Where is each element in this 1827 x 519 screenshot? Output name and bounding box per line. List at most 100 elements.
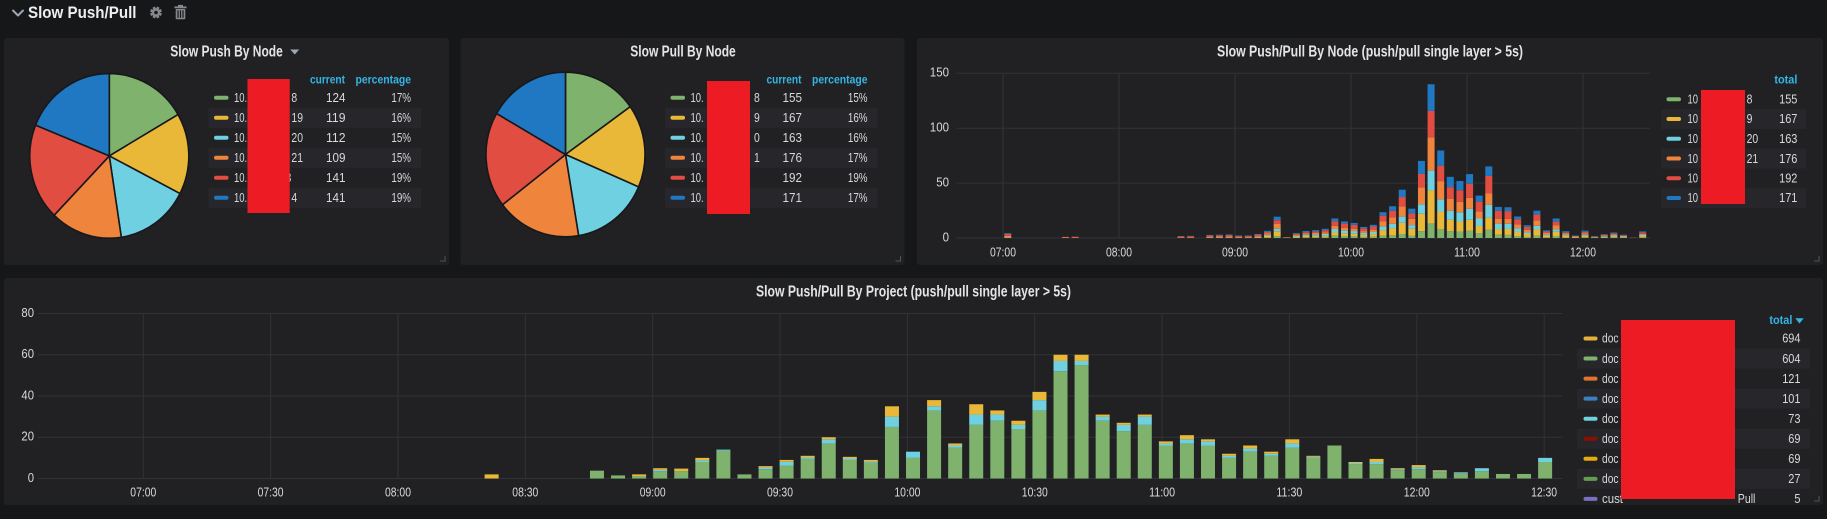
svg-text:10: 10 <box>1688 172 1699 186</box>
svg-text:5: 5 <box>1794 492 1800 506</box>
svg-text:doc: doc <box>1602 372 1619 386</box>
svg-text:9: 9 <box>754 111 760 125</box>
svg-text:11:30: 11:30 <box>1276 484 1302 499</box>
svg-text:Slow Push/Pull: Slow Push/Pull <box>28 3 137 22</box>
svg-text:73: 73 <box>1788 412 1800 426</box>
svg-text:10.: 10. <box>691 111 704 125</box>
svg-text:69: 69 <box>1788 432 1800 446</box>
svg-text:16%: 16% <box>391 111 411 125</box>
svg-text:10:30: 10:30 <box>1022 484 1048 499</box>
svg-text:4: 4 <box>291 191 297 205</box>
svg-text:17%: 17% <box>391 91 411 105</box>
svg-text:167: 167 <box>1779 112 1797 126</box>
svg-text:10.: 10. <box>691 91 704 105</box>
svg-text:20: 20 <box>1747 132 1759 146</box>
svg-text:21: 21 <box>1747 152 1759 166</box>
svg-text:69: 69 <box>1788 452 1800 466</box>
svg-text:10.: 10. <box>234 91 247 105</box>
svg-text:Pull: Pull <box>1738 492 1756 506</box>
svg-text:11:00: 11:00 <box>1149 484 1175 499</box>
svg-text:163: 163 <box>783 131 803 145</box>
svg-text:09:00: 09:00 <box>640 484 666 499</box>
svg-text:8: 8 <box>291 91 297 105</box>
svg-text:9: 9 <box>1747 112 1753 126</box>
svg-text:current: current <box>310 75 345 87</box>
svg-text:cust: cust <box>1602 492 1623 506</box>
svg-text:80: 80 <box>21 305 34 320</box>
svg-text:doc: doc <box>1602 352 1619 366</box>
svg-text:16%: 16% <box>848 111 868 125</box>
svg-text:08:00: 08:00 <box>1106 244 1132 259</box>
svg-text:10.: 10. <box>234 131 247 145</box>
svg-text:15%: 15% <box>391 151 411 165</box>
svg-text:current: current <box>767 75 802 87</box>
svg-text:176: 176 <box>783 151 803 165</box>
svg-text:192: 192 <box>1779 172 1797 186</box>
svg-text:Slow Pull By Node: Slow Pull By Node <box>630 43 736 60</box>
svg-text:10.: 10. <box>234 111 247 125</box>
svg-text:07:00: 07:00 <box>130 484 156 499</box>
svg-text:10:00: 10:00 <box>894 484 920 499</box>
svg-text:doc: doc <box>1602 472 1619 486</box>
svg-text:12:00: 12:00 <box>1570 244 1596 259</box>
svg-text:124: 124 <box>326 91 346 105</box>
svg-text:155: 155 <box>1779 93 1797 107</box>
svg-text:694: 694 <box>1782 332 1800 346</box>
svg-text:171: 171 <box>1779 191 1797 205</box>
svg-text:doc: doc <box>1602 432 1619 446</box>
svg-text:10.: 10. <box>691 151 704 165</box>
svg-text:0: 0 <box>28 470 34 485</box>
svg-text:0: 0 <box>943 229 949 244</box>
svg-text:119: 119 <box>326 111 346 125</box>
svg-text:07:30: 07:30 <box>258 484 284 499</box>
svg-text:11:00: 11:00 <box>1454 244 1480 259</box>
svg-text:19%: 19% <box>391 191 411 205</box>
svg-text:10.: 10. <box>691 171 704 185</box>
svg-text:1: 1 <box>754 151 760 165</box>
svg-text:141: 141 <box>326 171 346 185</box>
svg-text:19%: 19% <box>391 171 411 185</box>
svg-text:doc: doc <box>1602 392 1619 406</box>
svg-text:0: 0 <box>754 131 760 145</box>
svg-text:percentage: percentage <box>356 75 412 87</box>
svg-text:10.: 10. <box>234 191 247 205</box>
svg-text:doc: doc <box>1602 412 1619 426</box>
svg-text:10: 10 <box>1688 191 1699 205</box>
svg-text:15%: 15% <box>391 131 411 145</box>
svg-text:10: 10 <box>1688 152 1699 166</box>
svg-text:19: 19 <box>291 111 303 125</box>
svg-text:8: 8 <box>1747 93 1753 107</box>
svg-text:10.: 10. <box>691 131 704 145</box>
svg-text:17%: 17% <box>848 191 868 205</box>
svg-text:19%: 19% <box>848 171 868 185</box>
svg-text:40: 40 <box>21 387 34 402</box>
svg-text:21: 21 <box>291 151 303 165</box>
svg-text:176: 176 <box>1779 152 1797 166</box>
svg-text:10: 10 <box>1688 132 1699 146</box>
svg-text:08:30: 08:30 <box>512 484 538 499</box>
svg-text:Slow Push By Node: Slow Push By Node <box>170 43 283 60</box>
svg-text:10.: 10. <box>234 151 247 165</box>
svg-text:10.: 10. <box>691 191 704 205</box>
svg-text:10:00: 10:00 <box>1338 244 1364 259</box>
svg-text:12:30: 12:30 <box>1531 484 1557 499</box>
svg-text:12:00: 12:00 <box>1404 484 1430 499</box>
svg-text:150: 150 <box>930 65 949 80</box>
svg-text:163: 163 <box>1779 132 1797 146</box>
svg-text:20: 20 <box>21 429 34 444</box>
svg-text:171: 171 <box>783 191 803 205</box>
svg-text:10.: 10. <box>234 171 247 185</box>
svg-text:15%: 15% <box>848 91 868 105</box>
svg-text:27: 27 <box>1788 472 1800 486</box>
svg-text:16%: 16% <box>848 131 868 145</box>
svg-text:60: 60 <box>21 346 34 361</box>
svg-text:doc: doc <box>1602 452 1619 466</box>
svg-text:09:00: 09:00 <box>1222 244 1248 259</box>
svg-text:604: 604 <box>1782 352 1800 366</box>
svg-text:09:30: 09:30 <box>767 484 793 499</box>
svg-text:08:00: 08:00 <box>385 484 411 499</box>
svg-text:total: total <box>1769 315 1792 327</box>
svg-text:100: 100 <box>930 120 949 135</box>
svg-text:8: 8 <box>754 91 760 105</box>
svg-text:121: 121 <box>1782 372 1800 386</box>
